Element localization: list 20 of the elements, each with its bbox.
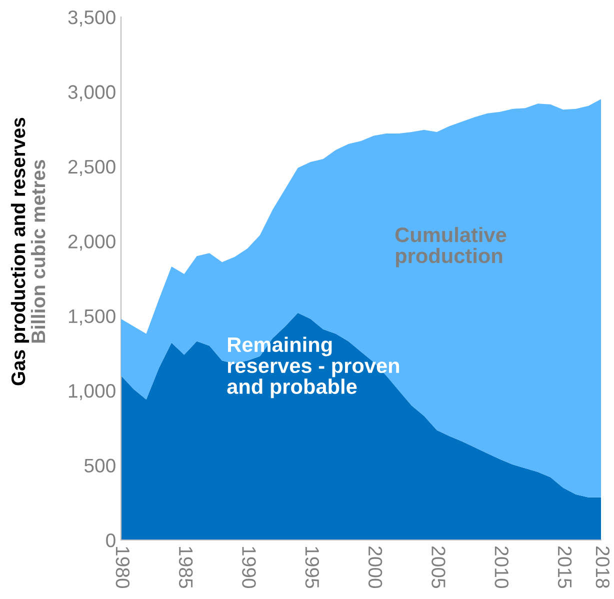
series-label: Cumulative production [395,226,506,268]
x-tick-label: 1980 [116,547,130,588]
y-tick-label: 2,500 [68,160,116,176]
y-tick-label: 1,000 [68,384,116,400]
x-tick-label: 1995 [305,547,320,588]
y-tick-label: 3,000 [68,85,116,102]
x-tick-label: 1990 [242,547,256,588]
y-axis-title: Gas production and reserves Billion cubic metres [10,118,46,386]
x-tick-label: 2010 [494,546,508,588]
x-tick-label: 2015 [558,546,572,588]
x-tick-label: 1985 [178,547,193,588]
y-tick-label: 2,000 [68,234,116,251]
y-tick-label: 1,500 [68,309,116,326]
x-tick-label: 2000 [368,546,382,588]
x-tick-label: 2005 [432,546,446,588]
y-tick-label: 0 [106,533,116,548]
series-label: Remaining reserves - proven and probable [227,336,400,398]
x-tick-label: 2018 [596,546,610,588]
y-tick-label: 3,500 [68,10,116,27]
y-tick-label: 500 [84,458,116,473]
